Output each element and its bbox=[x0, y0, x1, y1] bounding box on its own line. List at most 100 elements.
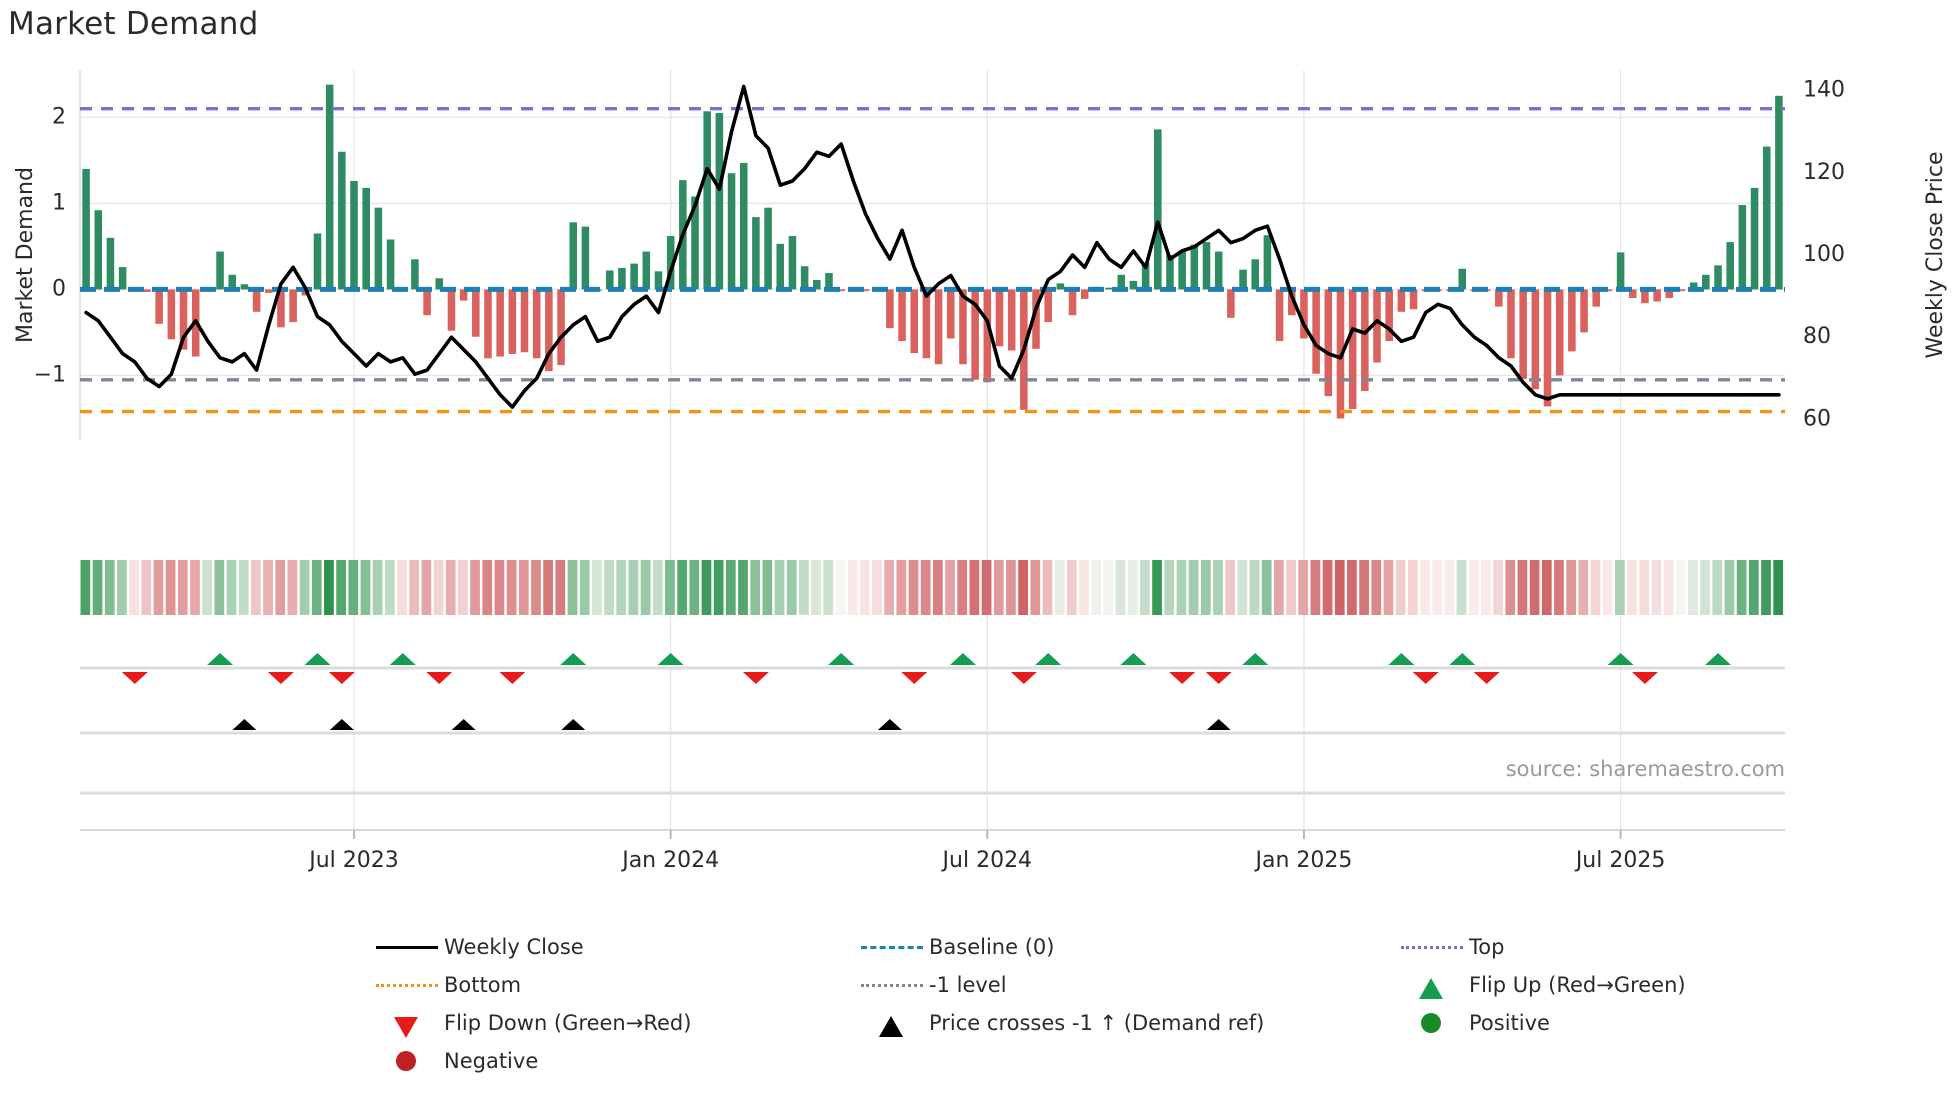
chart-legend: Weekly Close Bottom Flip Down (Green→Red) N… bbox=[0, 928, 1960, 1088]
demand-bar bbox=[1056, 283, 1065, 290]
demand-bar bbox=[946, 289, 955, 339]
price-cross-up-marker bbox=[329, 718, 354, 730]
heatmap-cell bbox=[531, 560, 541, 615]
legend-item-label: Flip Down (Green→Red) bbox=[444, 1011, 692, 1035]
legend-item[interactable]: Weekly Close bbox=[370, 928, 691, 966]
demand-bar bbox=[216, 251, 224, 290]
demand-bar bbox=[739, 162, 748, 290]
legend-item[interactable]: Positive bbox=[1395, 1004, 1686, 1042]
legend-item[interactable]: Flip Down (Green→Red) bbox=[370, 1004, 691, 1042]
demand-bar bbox=[423, 289, 431, 316]
demand-bar bbox=[752, 217, 760, 290]
heatmap-cell bbox=[238, 560, 249, 615]
legend-item[interactable]: Bottom bbox=[370, 966, 691, 1004]
demand-bar bbox=[532, 289, 541, 359]
demand-bar bbox=[618, 267, 626, 290]
heatmap-cell bbox=[1347, 560, 1357, 615]
legend-item-label: Negative bbox=[444, 1049, 539, 1073]
heatmap-cell bbox=[993, 560, 1004, 615]
legend-column: Weekly Close Bottom Flip Down (Green→Red) N… bbox=[370, 928, 691, 1080]
demand-bar bbox=[252, 289, 261, 312]
legend-item[interactable]: Top bbox=[1395, 928, 1686, 966]
demand-bar bbox=[82, 168, 90, 290]
heatmap-cell bbox=[202, 560, 213, 615]
heatmap-cell bbox=[129, 560, 139, 615]
heatmap-cell bbox=[1493, 560, 1503, 615]
demand-bar bbox=[325, 84, 334, 290]
demand-bar bbox=[496, 289, 504, 357]
x-axis-tick-label: Jul 2025 bbox=[1574, 848, 1666, 873]
legend-item[interactable]: Price crosses -1 ↑ (Demand ref) bbox=[855, 1004, 1264, 1042]
demand-bar bbox=[338, 151, 346, 290]
demand-bar bbox=[1507, 289, 1515, 359]
heatmap-cell bbox=[458, 560, 468, 615]
heatmap-cell bbox=[859, 560, 870, 615]
heatmap-cell bbox=[1736, 560, 1747, 615]
legend-item[interactable]: Negative bbox=[370, 1042, 691, 1080]
heatmap-cell bbox=[969, 560, 980, 615]
legend-key-dot-icon bbox=[1395, 928, 1469, 966]
legend-glyph bbox=[396, 1051, 416, 1071]
demand-bar bbox=[605, 270, 614, 290]
heatmap-cell bbox=[689, 560, 700, 615]
heatmap-cell bbox=[945, 560, 955, 615]
demand-bar bbox=[277, 289, 285, 328]
demand-bar bbox=[1300, 289, 1308, 339]
legend-item-label: Bottom bbox=[444, 973, 522, 997]
heatmap-cell bbox=[1407, 560, 1418, 615]
demand-bar bbox=[898, 289, 906, 342]
flip-down-marker bbox=[267, 672, 294, 684]
heatmap-cell bbox=[1639, 560, 1650, 615]
demand-bar bbox=[703, 111, 711, 290]
flip-down-marker bbox=[1169, 672, 1196, 684]
demand-bar bbox=[1604, 289, 1613, 292]
heatmap-cell bbox=[141, 560, 152, 615]
flip-down-marker bbox=[121, 672, 148, 684]
heatmap-cell bbox=[250, 560, 261, 615]
heatmap-cell bbox=[482, 560, 493, 615]
demand-bar bbox=[1616, 252, 1625, 290]
heatmap-cell bbox=[1030, 560, 1041, 615]
x-axis-tick-label: Jan 2025 bbox=[1253, 848, 1352, 873]
y2-axis-tick-label: 140 bbox=[1803, 78, 1845, 103]
demand-bar bbox=[642, 251, 651, 290]
heatmap-cell bbox=[884, 560, 895, 615]
heatmap-cell bbox=[348, 560, 359, 615]
demand-bar bbox=[1129, 280, 1138, 290]
heatmap-cell bbox=[1614, 560, 1625, 615]
heatmap-cell bbox=[1164, 560, 1175, 615]
demand-bar bbox=[1361, 289, 1369, 391]
demand-bar bbox=[788, 236, 797, 290]
legend-item[interactable]: -1 level bbox=[855, 966, 1264, 1004]
heatmap-cell bbox=[1103, 560, 1114, 615]
heatmap-cell bbox=[835, 560, 846, 615]
heatmap-cell bbox=[494, 560, 505, 615]
flip-down-marker bbox=[1010, 672, 1037, 684]
demand-bar bbox=[1580, 289, 1588, 333]
legend-column: Top Flip Up (Red→Green) Positive bbox=[1395, 928, 1686, 1042]
legend-item[interactable]: Baseline (0) bbox=[855, 928, 1264, 966]
demand-bar bbox=[167, 289, 176, 340]
demand-bar bbox=[1726, 242, 1734, 290]
heatmap-cell bbox=[470, 560, 480, 615]
heatmap-cell bbox=[616, 560, 627, 615]
demand-bar bbox=[764, 207, 772, 290]
legend-item[interactable]: Flip Up (Red→Green) bbox=[1395, 966, 1686, 1004]
heatmap-cell bbox=[1651, 560, 1662, 615]
demand-bar bbox=[1555, 289, 1564, 376]
demand-bar bbox=[934, 289, 943, 365]
heatmap-cell bbox=[1298, 560, 1309, 615]
demand-bar bbox=[435, 278, 444, 290]
demand-bar bbox=[1409, 289, 1418, 310]
heatmap-cell bbox=[762, 560, 773, 615]
flip-up-marker bbox=[560, 653, 587, 665]
legend-key-line-icon bbox=[370, 928, 444, 966]
heatmap-cell bbox=[1590, 560, 1601, 615]
heatmap-cell bbox=[445, 560, 456, 615]
heatmap-cell bbox=[518, 560, 529, 615]
heatmap-cell bbox=[1213, 560, 1223, 615]
heatmap-cell bbox=[1554, 560, 1564, 615]
heatmap-cell bbox=[1140, 560, 1150, 615]
x-axis-tick-label: Jan 2024 bbox=[620, 848, 719, 873]
legend-key-circle-icon bbox=[370, 1042, 444, 1080]
